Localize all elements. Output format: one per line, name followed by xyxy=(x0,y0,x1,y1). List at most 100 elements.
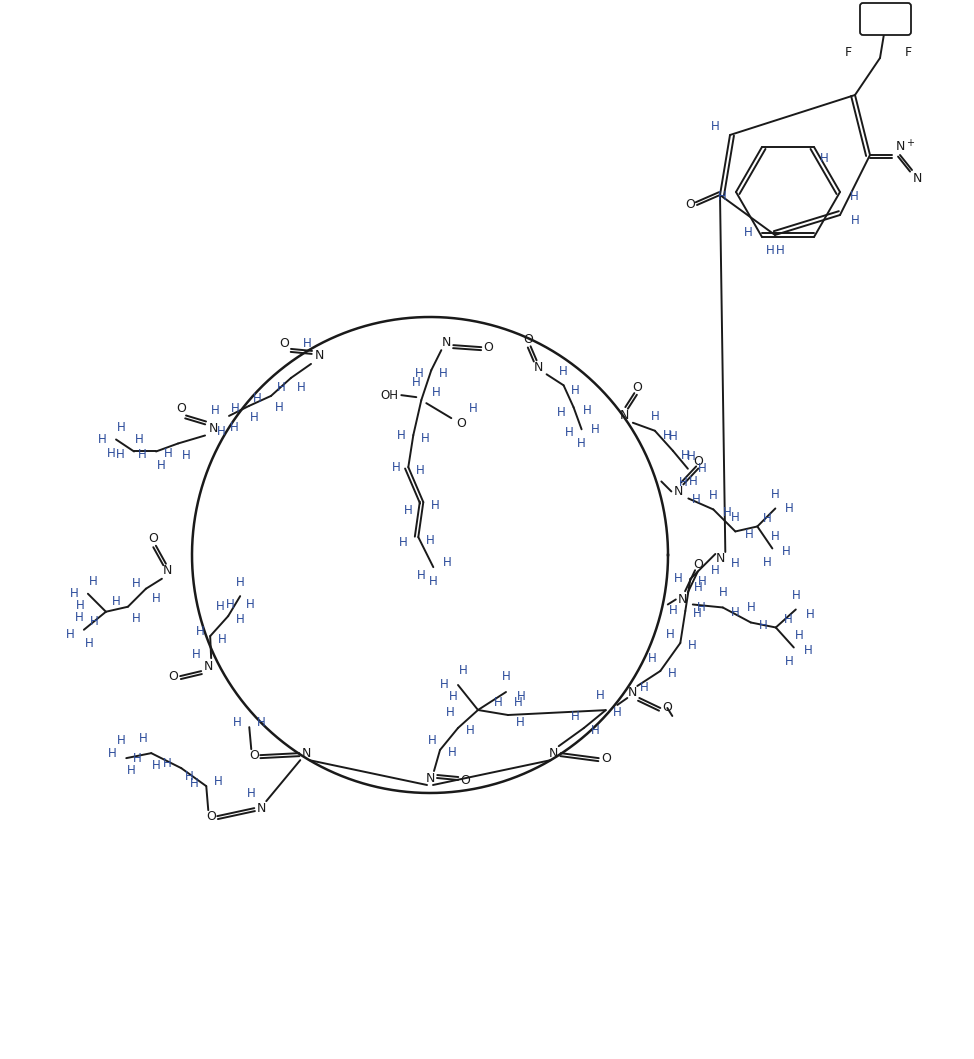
Text: H: H xyxy=(698,575,707,589)
Text: O: O xyxy=(632,381,642,394)
Text: H: H xyxy=(572,710,581,722)
Text: H: H xyxy=(185,770,194,783)
Text: H: H xyxy=(76,599,85,612)
Text: N: N xyxy=(441,336,451,348)
Text: H: H xyxy=(196,625,205,638)
Text: N: N xyxy=(627,686,637,700)
Text: H: H xyxy=(216,426,225,438)
Text: H: H xyxy=(668,667,677,681)
Text: H: H xyxy=(107,447,115,460)
Text: H: H xyxy=(648,652,656,665)
Text: O: O xyxy=(206,810,216,823)
Text: Abs: Abs xyxy=(873,14,897,26)
Text: H: H xyxy=(426,534,434,546)
Text: H: H xyxy=(668,430,677,444)
Text: H: H xyxy=(163,756,171,770)
Text: H: H xyxy=(246,787,255,800)
Text: H: H xyxy=(448,746,457,758)
Text: H: H xyxy=(116,448,125,461)
Text: H: H xyxy=(502,670,510,683)
Text: H: H xyxy=(515,717,524,730)
Text: H: H xyxy=(417,569,426,581)
Text: N: N xyxy=(620,409,629,423)
Text: H: H xyxy=(439,366,448,379)
Text: F: F xyxy=(844,47,851,59)
Text: H: H xyxy=(723,506,731,519)
Text: H: H xyxy=(743,226,752,238)
Text: H: H xyxy=(689,474,697,488)
Text: H: H xyxy=(218,632,227,646)
Text: H: H xyxy=(763,511,771,525)
Text: H: H xyxy=(804,644,812,657)
Text: H: H xyxy=(745,528,754,541)
Text: O: O xyxy=(280,338,289,351)
Text: H: H xyxy=(692,492,700,506)
Text: H: H xyxy=(820,152,828,165)
Text: H: H xyxy=(850,214,859,227)
Text: N: N xyxy=(164,564,172,577)
Text: O: O xyxy=(693,558,702,571)
Text: H: H xyxy=(591,423,600,436)
Text: H: H xyxy=(297,381,306,394)
Text: H: H xyxy=(782,545,791,558)
Text: H: H xyxy=(131,612,140,625)
Text: H: H xyxy=(97,433,106,446)
Text: H: H xyxy=(152,592,161,606)
Text: O: O xyxy=(662,701,672,715)
Text: H: H xyxy=(565,426,574,438)
Text: H: H xyxy=(746,602,755,614)
Text: H: H xyxy=(849,191,858,203)
Text: N: N xyxy=(534,361,543,374)
Text: H: H xyxy=(494,696,503,708)
Text: H: H xyxy=(443,556,452,569)
Text: H: H xyxy=(190,776,199,790)
Text: H: H xyxy=(69,588,78,600)
Text: H: H xyxy=(466,723,474,736)
Text: N: N xyxy=(549,747,558,759)
Text: H: H xyxy=(688,640,696,652)
Text: H: H xyxy=(192,648,201,661)
Text: O: O xyxy=(483,341,493,354)
Text: H: H xyxy=(429,575,437,588)
Text: H: H xyxy=(571,383,580,397)
Text: N: N xyxy=(716,553,725,566)
Text: H: H xyxy=(711,564,720,577)
Text: +: + xyxy=(906,138,914,148)
Text: H: H xyxy=(164,447,172,460)
Text: H: H xyxy=(431,499,439,511)
Text: H: H xyxy=(428,734,436,747)
Text: H: H xyxy=(783,613,792,626)
Text: O: O xyxy=(524,333,534,346)
Text: H: H xyxy=(693,581,702,594)
Text: F: F xyxy=(905,47,912,59)
Text: H: H xyxy=(397,429,406,442)
FancyBboxPatch shape xyxy=(860,3,911,35)
Text: H: H xyxy=(730,557,739,571)
Text: H: H xyxy=(132,752,141,765)
Text: H: H xyxy=(231,402,240,415)
Text: H: H xyxy=(669,605,678,617)
Text: H: H xyxy=(784,654,793,668)
Text: H: H xyxy=(557,406,566,418)
Text: N: N xyxy=(678,593,688,606)
Text: H: H xyxy=(730,510,739,524)
Text: H: H xyxy=(805,608,814,621)
Text: H: H xyxy=(108,747,117,759)
Text: H: H xyxy=(792,589,801,602)
Text: H: H xyxy=(245,597,254,611)
Text: H: H xyxy=(89,575,97,588)
Text: H: H xyxy=(674,573,683,586)
Text: H: H xyxy=(766,244,774,256)
Text: H: H xyxy=(785,502,794,515)
Text: O: O xyxy=(148,533,158,545)
Text: H: H xyxy=(137,448,146,461)
Text: H: H xyxy=(795,629,804,642)
Text: H: H xyxy=(412,376,421,389)
Text: H: H xyxy=(763,556,771,569)
Text: H: H xyxy=(275,401,283,414)
Text: H: H xyxy=(696,602,705,614)
Text: H: H xyxy=(651,410,659,424)
Text: H: H xyxy=(210,405,219,417)
Text: H: H xyxy=(559,364,568,378)
Text: O: O xyxy=(460,773,469,787)
